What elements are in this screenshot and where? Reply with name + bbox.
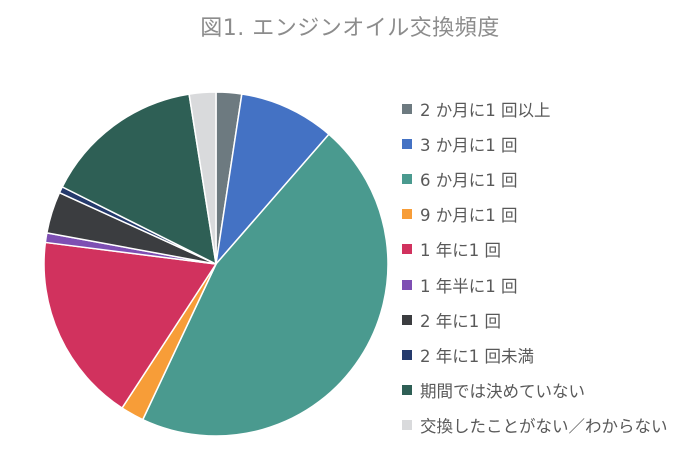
legend-label: 2 か月に1 回以上	[420, 100, 551, 120]
legend-item: 3 か月に1 回	[402, 126, 697, 161]
legend-item: 6 か月に1 回	[402, 161, 697, 196]
legend-item: 1 年に1 回	[402, 232, 697, 267]
legend-swatch	[402, 103, 412, 114]
pie-slice-2	[215, 93, 330, 265]
legend-label: 3 か月に1 回	[420, 135, 518, 155]
legend-swatch	[402, 279, 412, 290]
legend-swatch	[402, 209, 412, 220]
legend-item: 9 か月に1 回	[402, 197, 697, 232]
legend-label: 期間では決めていない	[420, 382, 585, 402]
legend-swatch	[402, 314, 412, 325]
legend-item: 2 か月に1 回以上	[402, 91, 697, 126]
pie-slice-5	[43, 241, 217, 409]
legend-item: 2 年に1 回未満	[402, 337, 697, 372]
legend-item: 1 年半に1 回	[402, 267, 697, 302]
legend-swatch	[402, 349, 412, 360]
legend-swatch	[402, 244, 412, 255]
pie-slice-3	[142, 133, 389, 437]
legend-label: 2 年に1 回	[420, 311, 501, 331]
legend-swatch	[402, 420, 412, 431]
pie-slice-9	[61, 93, 217, 265]
legend: 2 か月に1 回以上 3 か月に1 回 6 か月に1 回 9 か月に1 回 1 年に1 …	[402, 91, 697, 443]
pie-slice-10	[188, 91, 217, 265]
legend-label: 2 年に1 回未満	[420, 346, 534, 366]
chart-title: 図1. エンジンオイル交換頻度	[200, 16, 500, 41]
legend-item: 交換したことがない／わからない	[402, 408, 697, 443]
legend-swatch	[402, 173, 412, 184]
legend-swatch	[402, 138, 412, 149]
legend-label: 交換したことがない／わからない	[420, 417, 668, 437]
legend-label: 1 年に1 回	[420, 241, 501, 261]
legend-item: 2 年に1 回	[402, 302, 697, 337]
pie-slices	[43, 91, 389, 437]
legend-swatch	[402, 385, 412, 396]
legend-label: 9 か月に1 回	[420, 206, 518, 226]
legend-label: 6 か月に1 回	[420, 170, 518, 190]
legend-label: 1 年半に1 回	[420, 276, 518, 296]
legend-item: 期間では決めていない	[402, 373, 697, 408]
